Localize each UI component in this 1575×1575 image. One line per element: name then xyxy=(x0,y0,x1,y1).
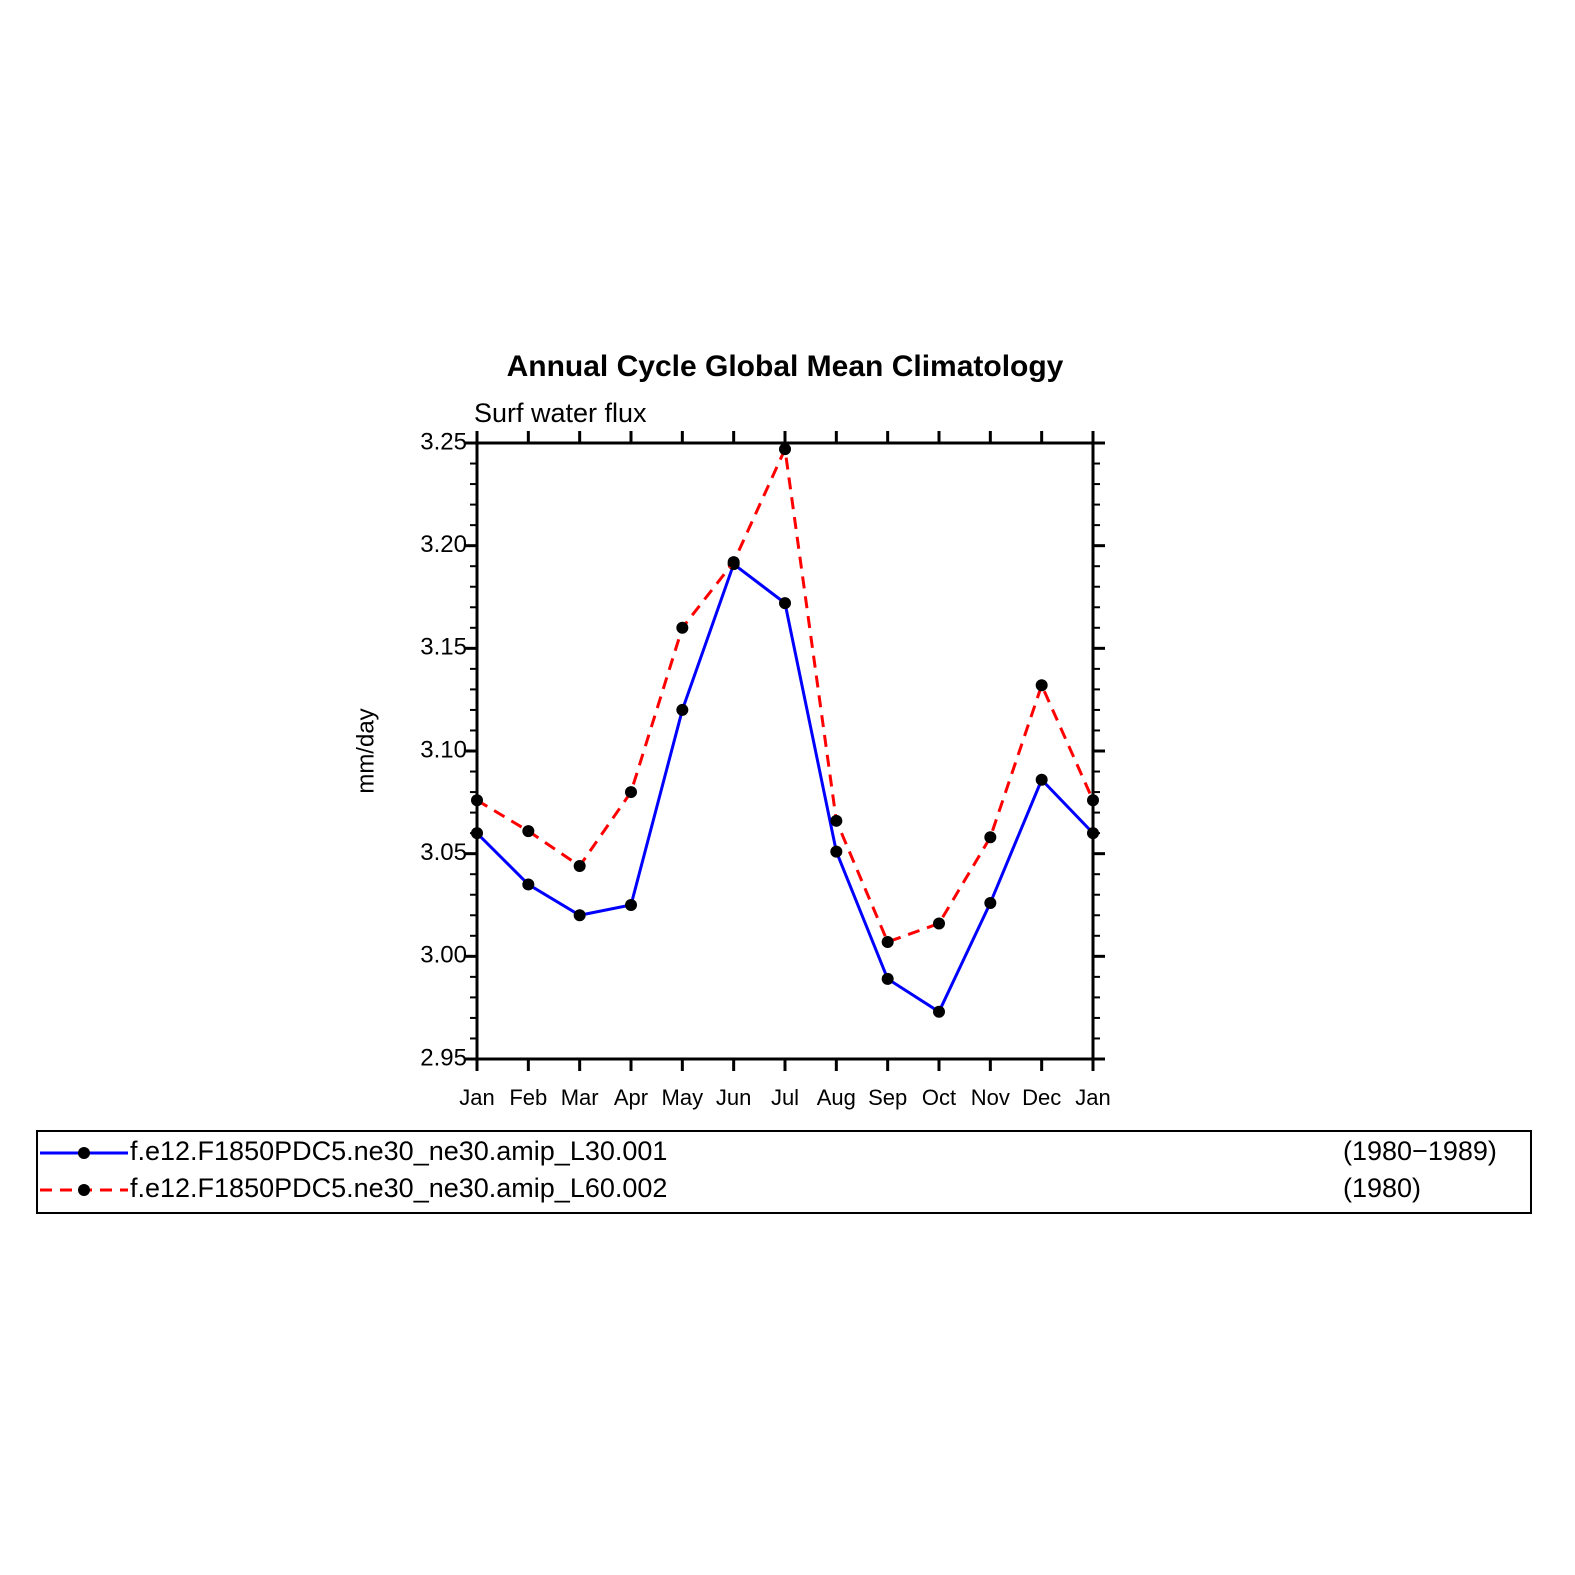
legend-period: (1980−1989) xyxy=(1343,1136,1497,1166)
data-point xyxy=(625,786,637,799)
data-point xyxy=(881,935,894,948)
data-point xyxy=(933,1005,945,1018)
data-point xyxy=(1035,679,1048,692)
x-tick-label: Jun xyxy=(716,1085,751,1110)
data-point xyxy=(573,859,586,872)
y-axis-label: mm/day xyxy=(352,708,379,793)
legend-marker xyxy=(78,1184,90,1196)
legend-marker xyxy=(78,1147,90,1159)
y-tick-label: 3.20 xyxy=(420,531,467,558)
x-tick-label: Jul xyxy=(771,1085,799,1110)
legend-label: f.e12.F1850PDC5.ne30_ne30.amip_L30.001 xyxy=(130,1136,667,1166)
x-tick-label: Jan xyxy=(459,1085,494,1110)
x-tick-label: Dec xyxy=(1022,1085,1061,1110)
y-tick-label: 3.10 xyxy=(420,736,467,763)
data-point xyxy=(1087,794,1099,807)
x-tick-label: Mar xyxy=(561,1085,599,1110)
legend-box xyxy=(36,1130,1532,1214)
data-point xyxy=(471,794,483,807)
x-tick-label: Jan xyxy=(1075,1085,1110,1110)
y-tick-label: 2.95 xyxy=(420,1044,467,1071)
x-tick-label: Feb xyxy=(509,1085,547,1110)
x-tick-label: Nov xyxy=(971,1085,1010,1110)
x-tick-label: Sep xyxy=(868,1085,907,1110)
data-point xyxy=(984,831,997,844)
data-point xyxy=(676,621,689,634)
data-point xyxy=(471,827,483,840)
data-point xyxy=(522,878,535,891)
legend-label: f.e12.F1850PDC5.ne30_ne30.amip_L60.002 xyxy=(130,1173,667,1203)
data-point xyxy=(779,443,791,456)
data-point xyxy=(830,845,843,858)
y-tick-label: 3.15 xyxy=(420,634,467,661)
data-point xyxy=(573,909,586,922)
data-point xyxy=(881,972,894,985)
data-point xyxy=(727,556,740,569)
x-tick-label: Oct xyxy=(922,1085,956,1110)
series-line xyxy=(476,443,1095,944)
series-line xyxy=(475,561,1095,1014)
y-tick-label: 3.00 xyxy=(420,942,467,969)
data-point xyxy=(676,703,689,716)
data-point xyxy=(522,825,535,838)
data-point xyxy=(1087,827,1099,840)
data-point xyxy=(984,896,997,909)
plot-frame xyxy=(475,441,1095,1061)
x-tick-label: May xyxy=(662,1085,704,1110)
chart-subtitle: Surf water flux xyxy=(474,398,647,428)
data-point xyxy=(779,597,791,610)
y-tick-label: 3.05 xyxy=(420,839,467,866)
x-tick-label: Aug xyxy=(817,1085,856,1110)
data-point xyxy=(933,917,945,930)
data-point xyxy=(1035,773,1048,786)
y-tick-label: 3.25 xyxy=(420,428,467,455)
chart-title: Annual Cycle Global Mean Climatology xyxy=(507,350,1064,383)
x-tick-label: Apr xyxy=(614,1085,648,1110)
data-point xyxy=(625,899,637,911)
legend-period: (1980) xyxy=(1343,1173,1421,1203)
data-point xyxy=(830,814,843,827)
